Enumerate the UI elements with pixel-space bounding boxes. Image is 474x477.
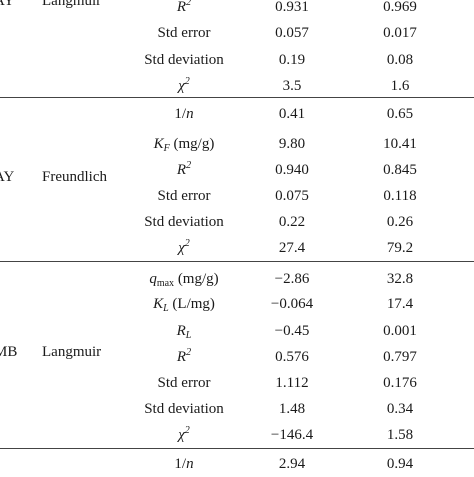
section-divider xyxy=(0,97,474,98)
value-col-2: 0.94 xyxy=(386,456,414,472)
model-label-freundlich: Freundlich xyxy=(42,169,107,185)
param-qmax: qmax (mg/g) xyxy=(149,271,219,289)
table-row: χ2 −146.4 1.58 xyxy=(0,422,474,448)
param-std-deviation: Std deviation xyxy=(144,52,224,68)
value-col-1: 0.22 xyxy=(278,214,306,230)
value-col-1: −146.4 xyxy=(270,427,314,443)
model-label-langmuir-top: Langmuir xyxy=(42,0,102,9)
value-col-1: 27.4 xyxy=(278,240,306,256)
param-rl: RL xyxy=(176,323,192,341)
value-col-2: 0.176 xyxy=(383,375,417,391)
param-r-squared: R2 xyxy=(176,347,192,366)
model-label-langmuir: Langmuir xyxy=(42,344,102,360)
value-col-2: 10.41 xyxy=(383,136,417,152)
param-std-deviation: Std deviation xyxy=(144,214,224,230)
table-row: RL −0.45 0.001 xyxy=(0,318,474,344)
value-col-2: 0.118 xyxy=(383,188,417,204)
param-kl: KL (L/mg) xyxy=(153,296,215,314)
table-row: R2 0.931 0.969 xyxy=(0,0,474,20)
param-one-over-n: 1/n xyxy=(174,106,194,122)
value-col-2: 0.969 xyxy=(383,0,417,15)
value-col-2: 1.6 xyxy=(390,78,410,94)
table-row: Std error 1.112 0.176 xyxy=(0,370,474,396)
table-row: 1/n 0.41 0.65 xyxy=(0,101,474,127)
table-row: χ2 27.4 79.2 xyxy=(0,235,474,261)
table-row: Std deviation 1.48 0.34 xyxy=(0,396,474,422)
section-divider xyxy=(0,261,474,262)
value-col-1: 0.41 xyxy=(278,106,306,122)
table-row: qmax (mg/g) −2.86 32.8 xyxy=(0,266,474,292)
param-chi-squared: χ2 xyxy=(178,425,190,444)
value-col-1: 0.940 xyxy=(275,162,309,178)
param-chi-squared: χ2 xyxy=(178,76,190,95)
value-col-1: 0.931 xyxy=(275,0,309,15)
value-col-2: 0.26 xyxy=(386,214,414,230)
param-std-error: Std error xyxy=(157,375,211,391)
table-row: KF (mg/g) 9.80 10.41 xyxy=(0,131,474,157)
value-col-2: 0.08 xyxy=(386,52,414,68)
value-col-1: 2.94 xyxy=(278,456,306,472)
value-col-2: 0.65 xyxy=(386,106,414,122)
value-col-2: 1.58 xyxy=(386,427,414,443)
value-col-1: 0.057 xyxy=(275,25,309,41)
value-col-1: 1.48 xyxy=(278,401,306,417)
value-col-1: −0.064 xyxy=(270,296,314,312)
value-col-1: 0.075 xyxy=(275,188,309,204)
param-std-error: Std error xyxy=(157,188,211,204)
param-r-squared: R2 xyxy=(176,0,192,15)
value-col-1: 0.19 xyxy=(278,52,306,68)
param-std-error: Std error xyxy=(157,25,211,41)
value-col-1: 9.80 xyxy=(278,136,306,152)
param-one-over-n: 1/n xyxy=(174,456,194,472)
value-col-2: 0.845 xyxy=(383,162,417,178)
table-row: Std error 0.057 0.017 xyxy=(0,20,474,46)
table-row: R2 0.940 0.845 xyxy=(0,157,474,183)
value-col-2: 0.017 xyxy=(383,25,417,41)
value-col-2: 17.4 xyxy=(386,296,414,312)
value-col-2: 0.001 xyxy=(383,323,417,339)
dye-label-mb: MB xyxy=(0,344,18,360)
dye-label-ay-top: AY xyxy=(0,0,15,9)
value-col-1: −2.86 xyxy=(274,271,310,287)
table-row: KL (L/mg) −0.064 17.4 xyxy=(0,291,474,317)
value-col-1: 1.112 xyxy=(275,375,309,391)
value-col-2: 32.8 xyxy=(386,271,414,287)
table-row: χ2 3.5 1.6 xyxy=(0,73,474,99)
value-col-2: 79.2 xyxy=(386,240,414,256)
param-chi-squared: χ2 xyxy=(178,238,190,257)
param-kf: KF (mg/g) xyxy=(153,136,215,154)
value-col-2: 0.34 xyxy=(386,401,414,417)
section-divider xyxy=(0,448,474,449)
table-row: Std deviation 0.22 0.26 xyxy=(0,209,474,235)
param-r-squared: R2 xyxy=(176,160,192,179)
table-row: R2 0.576 0.797 xyxy=(0,344,474,370)
value-col-1: 3.5 xyxy=(282,78,302,94)
table-row: Std deviation 0.19 0.08 xyxy=(0,47,474,73)
value-col-1: 0.576 xyxy=(275,349,309,365)
dye-label-ay: AY xyxy=(0,169,15,185)
table-row: Std error 0.075 0.118 xyxy=(0,183,474,209)
value-col-1: −0.45 xyxy=(274,323,310,339)
param-std-deviation: Std deviation xyxy=(144,401,224,417)
value-col-2: 0.797 xyxy=(383,349,417,365)
table-row: 1/n 2.94 0.94 xyxy=(0,451,474,477)
